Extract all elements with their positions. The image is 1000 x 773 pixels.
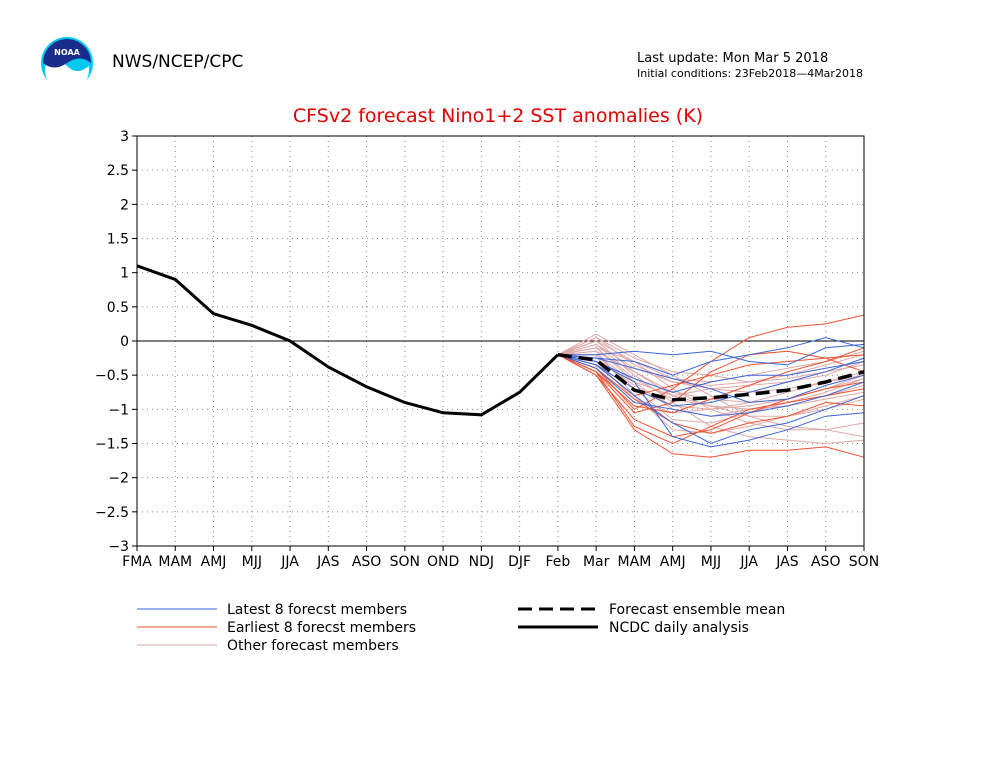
series-line-latest-member (557, 354, 865, 417)
chart-title: CFSv2 forecast Nino1+2 SST anomalies (K) (293, 105, 703, 127)
series-line-earliest-member (557, 354, 865, 458)
x-tick-label: MJJ (242, 554, 262, 570)
last-update: Last update: Mon Mar 5 2018 (637, 51, 829, 66)
series-line-latest-member (557, 343, 865, 366)
org-name: NWS/NCEP/CPC (112, 52, 244, 72)
series-line-earliest-member (557, 350, 865, 414)
y-tick-label: −0.5 (95, 368, 129, 384)
legend-label-earliest: Earliest 8 forecst members (227, 620, 416, 636)
series-line-earliest-member (557, 354, 865, 445)
legend-label-ensemble: Forecast ensemble mean (609, 602, 785, 618)
series-line-earliest-member (557, 354, 865, 434)
x-tick-label: ASO (352, 554, 381, 570)
y-tick-label: −3 (108, 539, 129, 555)
x-tick-label: MAM (158, 554, 192, 570)
y-tick-label: 1.5 (107, 232, 129, 248)
series-line-ncdc-analysis (136, 264, 559, 417)
x-tick-label: ASO (811, 554, 840, 570)
x-tick-label: NDJ (469, 554, 494, 570)
legend: Latest 8 forecst members Earliest 8 forec… (137, 602, 785, 654)
x-tick-label: AMJ (201, 554, 227, 570)
series-line-earliest-member (557, 347, 865, 414)
y-tick-label: 3 (120, 129, 129, 145)
x-tick-label: Mar (583, 554, 610, 570)
y-tick-label: 0 (120, 334, 129, 350)
x-tick-label: JAS (316, 554, 339, 570)
y-tick-label: −2 (108, 471, 129, 487)
x-tick-label: JAS (775, 554, 798, 570)
y-tick-label: 0.5 (107, 300, 129, 316)
y-tick-label: −1 (108, 402, 129, 418)
x-tick-label: Feb (545, 554, 570, 570)
series-line-other-member (557, 340, 865, 417)
x-tick-label: OND (427, 554, 459, 570)
x-tick-label: JJA (280, 554, 299, 570)
x-tick-label: JJA (739, 554, 758, 570)
series-line-ensemble-mean (557, 352, 865, 402)
x-tick-label: SON (849, 554, 879, 570)
series-line-other-member (557, 333, 865, 438)
series-line-latest-member (557, 354, 865, 407)
y-tick-label: −2.5 (95, 505, 129, 521)
logo-gull-shape (45, 61, 89, 90)
legend-label-analysis: NCDC daily analysis (609, 620, 749, 636)
initial-conditions: Initial conditions: 23Feb2018—4Mar2018 (637, 67, 863, 80)
logo-text: NOAA (54, 48, 80, 57)
series-line-latest-member (557, 354, 865, 445)
series-layer (136, 264, 865, 458)
series-line-latest-member (557, 354, 865, 393)
legend-label-other: Other forecast members (227, 638, 399, 654)
logo-top-band (43, 39, 91, 68)
series-line-latest-member (557, 337, 865, 376)
x-tick-label: FMA (122, 554, 152, 570)
grid (137, 136, 864, 546)
x-tick-label: AMJ (660, 554, 686, 570)
y-tick-label: −1.5 (95, 437, 129, 453)
noaa-logo: NOAA (41, 37, 93, 90)
legend-label-latest: Latest 8 forecst members (227, 602, 407, 618)
x-tick-label: SON (390, 554, 420, 570)
x-tick-label: MJJ (701, 554, 721, 570)
y-tick-label: 1 (120, 266, 129, 282)
series-line-latest-member (557, 354, 865, 404)
x-tick-label: DJF (508, 554, 531, 570)
y-tick-label: 2.5 (107, 163, 129, 179)
x-tick-label: MAM (618, 554, 652, 570)
y-tick-label: 2 (120, 197, 129, 213)
